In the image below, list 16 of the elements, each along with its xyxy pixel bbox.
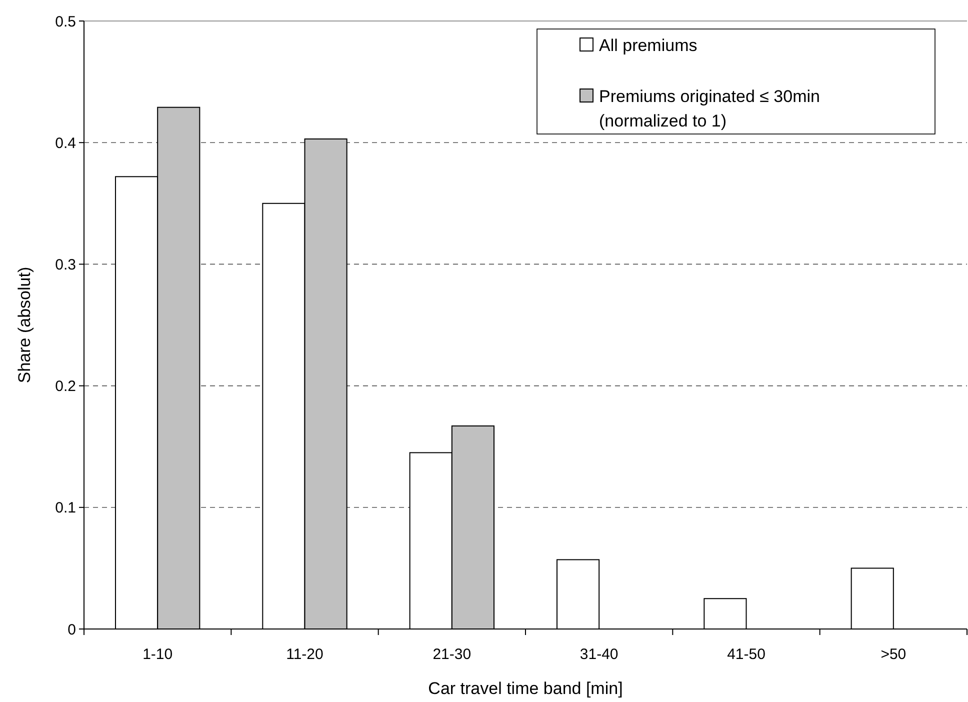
y-tick-label: 0.2 — [55, 378, 76, 396]
y-tick-label: 0 — [68, 621, 76, 638]
x-tick-label: 21-30 — [432, 646, 472, 663]
x-axis-title: Car travel time band [min] — [428, 679, 623, 698]
x-tick-label: 31-40 — [580, 646, 618, 663]
x-tick-label: 1-10 — [142, 646, 173, 663]
legend-label: All premiums — [599, 36, 698, 55]
y-axis-title: Share (absolut) — [15, 266, 34, 384]
legend-label: Premiums originated ≤ 30min (normalized to 1) — [599, 86, 820, 131]
x-tick-label: >50 — [880, 646, 906, 663]
y-tick-label: 0.3 — [55, 256, 76, 274]
y-tick-label: 0.4 — [55, 134, 76, 152]
y-tick-label: 0.5 — [55, 13, 76, 30]
x-tick-label: 11-20 — [286, 646, 324, 663]
x-tick-label: 41-50 — [727, 646, 766, 663]
y-tick-label: 0.1 — [55, 500, 76, 517]
